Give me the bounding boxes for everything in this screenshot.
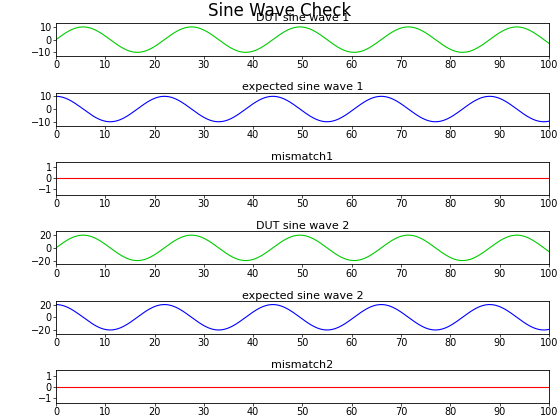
Title: DUT sine wave 2: DUT sine wave 2 xyxy=(256,221,349,231)
Title: mismatch2: mismatch2 xyxy=(271,360,334,370)
Title: DUT sine wave 1: DUT sine wave 1 xyxy=(256,13,349,23)
Title: expected sine wave 1: expected sine wave 1 xyxy=(242,82,363,92)
Title: expected sine wave 2: expected sine wave 2 xyxy=(241,291,363,301)
Text: Sine Wave Check: Sine Wave Check xyxy=(208,2,352,20)
Title: mismatch1: mismatch1 xyxy=(272,152,333,162)
